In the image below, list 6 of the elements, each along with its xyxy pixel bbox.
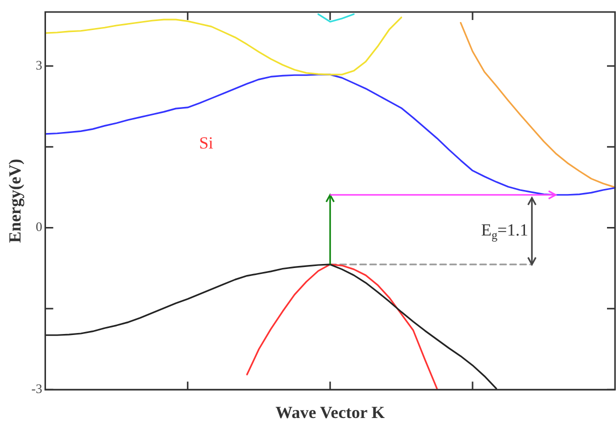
y-axis-title: Energy(eV) <box>6 158 25 243</box>
y-tick-label: -3 <box>31 381 42 396</box>
x-axis-title: Wave Vector K <box>275 403 386 422</box>
annotation: Si <box>199 134 214 153</box>
y-tick-label: 3 <box>36 57 42 72</box>
y-tick-label: 0 <box>36 219 42 234</box>
